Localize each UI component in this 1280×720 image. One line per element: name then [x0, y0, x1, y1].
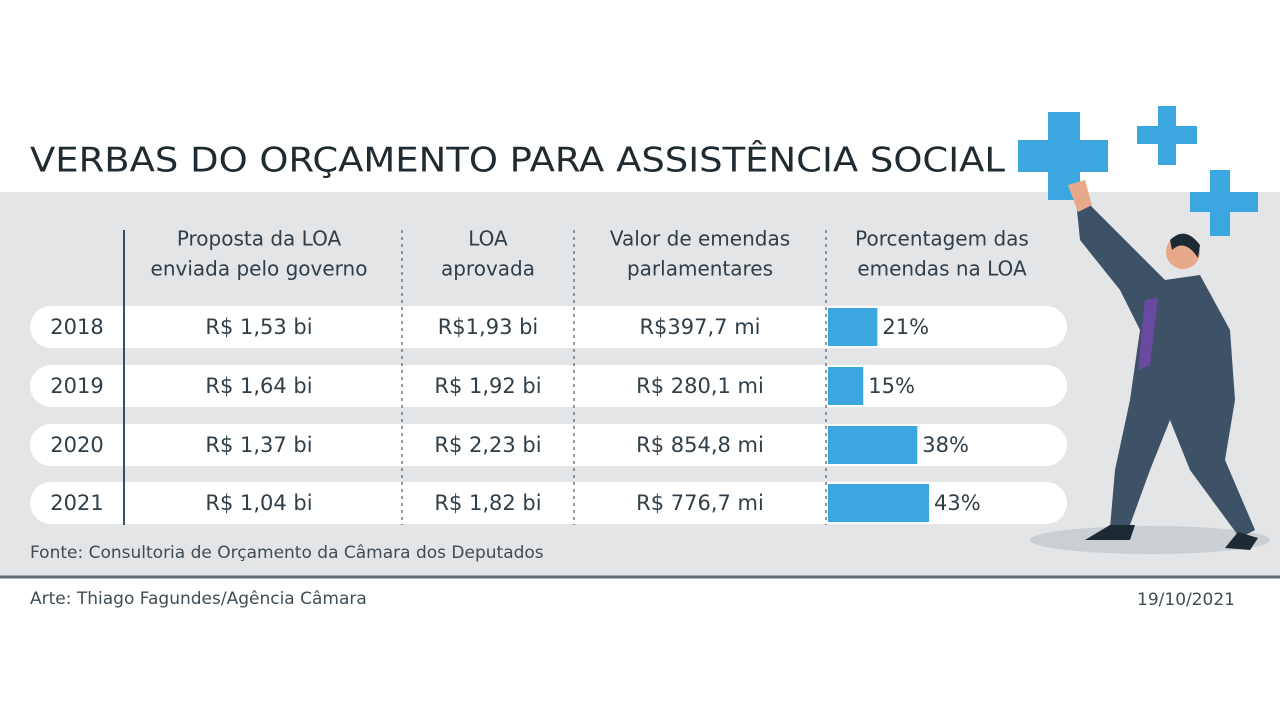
column-header: aprovada	[441, 257, 535, 281]
shadow	[1030, 526, 1270, 554]
cell: R$397,7 mi	[639, 315, 760, 339]
bar	[828, 484, 930, 522]
row-background	[30, 482, 1067, 524]
column-header: LOA	[468, 227, 508, 251]
plus-icon	[1137, 106, 1197, 165]
bar-label: 43%	[934, 491, 981, 515]
bar-label: 21%	[882, 315, 929, 339]
cell: R$ 2,23 bi	[434, 433, 541, 457]
cell: R$ 1,82 bi	[434, 491, 541, 515]
column-header: Porcentagem das	[855, 227, 1029, 251]
source: Fonte: Consultoria de Orçamento da Câmar…	[30, 543, 544, 563]
tie	[1138, 298, 1158, 370]
figure	[1075, 190, 1255, 538]
cell: R$ 1,04 bi	[205, 491, 312, 515]
row-background	[30, 306, 1067, 348]
title: VERBAS DO ORÇAMENTO PARA ASSISTÊNCIA SOC…	[30, 140, 1005, 181]
column-header: emendas na LOA	[857, 257, 1027, 281]
cell: R$ 776,7 mi	[636, 491, 764, 515]
bar	[828, 367, 864, 405]
bar	[828, 426, 918, 464]
bar	[828, 308, 878, 346]
column-header: Proposta da LOA	[177, 227, 342, 251]
cell: R$ 1,37 bi	[205, 433, 312, 457]
year: 2019	[50, 374, 103, 398]
cell: R$ 1,92 bi	[434, 374, 541, 398]
plus-icon	[1190, 170, 1258, 236]
credit: Arte: Thiago Fagundes/Agência Câmara	[30, 589, 367, 609]
column-header: enviada pelo governo	[151, 257, 368, 281]
table: Proposta da LOA enviada pelo governo LOA ap…	[30, 227, 1067, 525]
bar-label: 15%	[868, 374, 915, 398]
date: 19/10/2021	[1137, 590, 1235, 610]
shoes	[1085, 525, 1258, 550]
bar-label: 38%	[922, 433, 969, 457]
plus-icon	[1018, 112, 1108, 200]
illustration	[1018, 106, 1270, 554]
column-header: Valor de emendas	[610, 227, 790, 251]
year: 2021	[50, 491, 103, 515]
hand	[1068, 180, 1092, 212]
cell: R$ 1,53 bi	[205, 315, 312, 339]
cell: R$ 1,64 bi	[205, 374, 312, 398]
cell: R$ 854,8 mi	[636, 433, 764, 457]
year: 2018	[50, 315, 103, 339]
row-background	[30, 365, 1067, 407]
cell: R$1,93 bi	[438, 315, 539, 339]
hair	[1170, 233, 1200, 258]
row-background	[30, 424, 1067, 466]
year: 2020	[50, 433, 103, 457]
cell: R$ 280,1 mi	[636, 374, 764, 398]
column-header: parlamentares	[627, 257, 773, 281]
